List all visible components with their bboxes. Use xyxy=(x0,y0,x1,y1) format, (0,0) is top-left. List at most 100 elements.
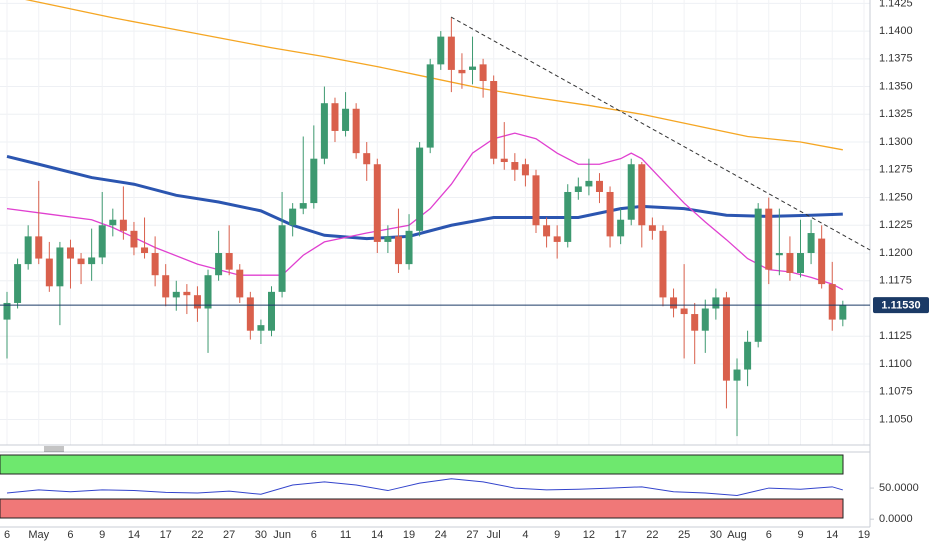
candle-body xyxy=(521,164,529,176)
candle-body xyxy=(246,297,254,331)
trend-line xyxy=(450,16,871,251)
candle-body xyxy=(828,284,836,320)
candle-body xyxy=(839,305,847,320)
candle-body xyxy=(193,295,201,309)
candle-body xyxy=(638,164,646,226)
candle-body xyxy=(320,103,328,159)
x-tick-label: 14 xyxy=(826,529,838,541)
x-tick-label: 4 xyxy=(522,529,528,541)
candle-body xyxy=(299,203,307,209)
candle-body xyxy=(24,236,32,265)
candle-body xyxy=(236,269,244,298)
candle-body xyxy=(151,253,159,276)
candle-body xyxy=(56,247,64,287)
candle-body xyxy=(88,257,96,265)
x-tick-label: May xyxy=(28,529,49,541)
candle-body xyxy=(426,64,434,148)
series-line xyxy=(6,155,843,241)
candle-body xyxy=(744,341,752,370)
candle-body xyxy=(98,225,106,258)
marks-layer xyxy=(0,0,870,497)
candle-body xyxy=(405,230,413,265)
candle-body xyxy=(447,36,455,70)
candle-body xyxy=(77,258,85,265)
x-tick-label: 14 xyxy=(128,529,140,541)
series-line xyxy=(6,478,843,497)
candle-body xyxy=(331,103,339,131)
x-tick-label: 22 xyxy=(191,529,203,541)
candle-body xyxy=(172,291,180,298)
candle-body xyxy=(775,253,783,256)
candle-body xyxy=(722,297,730,381)
candle-body xyxy=(532,175,540,226)
candle-body xyxy=(469,66,477,70)
candle-body xyxy=(363,153,371,165)
y-tick-label: 1.1075 xyxy=(879,386,913,398)
candle-body xyxy=(289,208,297,226)
candle-body xyxy=(458,69,466,74)
x-tick-label: 27 xyxy=(466,529,478,541)
candle-body xyxy=(786,253,794,273)
candle-body xyxy=(479,64,487,82)
candle-body xyxy=(268,291,275,331)
candle-body xyxy=(109,219,117,226)
x-tick-label: 14 xyxy=(371,529,383,541)
candle-body xyxy=(183,291,191,296)
lower-band xyxy=(0,498,844,519)
y-tick-label: 50.0000 xyxy=(879,482,919,494)
candle-body xyxy=(691,314,699,331)
candle-body xyxy=(204,275,212,309)
x-tick-label: 12 xyxy=(583,529,595,541)
candle-body xyxy=(384,236,392,242)
candle-body xyxy=(627,164,635,220)
x-tick-label: 9 xyxy=(797,529,803,541)
candle-body xyxy=(3,302,11,320)
candle-body xyxy=(574,186,582,192)
candle-body xyxy=(342,108,350,131)
x-tick-label: 30 xyxy=(710,529,722,541)
candle-body xyxy=(754,208,762,342)
labels-layer: 1.1425 1.1400 1.1375 1.1350 1.1325 1.1300 1.12… xyxy=(4,0,929,541)
candle-body xyxy=(765,208,773,270)
candle-body xyxy=(14,264,22,303)
y-tick-label: 1.1425 xyxy=(879,0,913,9)
candle-body xyxy=(564,191,572,242)
candle-body xyxy=(733,369,741,381)
candle-body xyxy=(141,247,149,254)
last-price-box xyxy=(873,297,929,314)
candle-body xyxy=(670,297,678,309)
candle-body xyxy=(490,81,498,159)
x-tick-label: 6 xyxy=(311,529,317,541)
candle-body xyxy=(500,158,508,163)
y-tick-label: 1.1175 xyxy=(879,275,912,287)
y-tick-label: 1.1225 xyxy=(879,219,913,231)
candle-body xyxy=(553,236,561,242)
candle-body xyxy=(394,236,402,265)
candle-body xyxy=(373,164,381,242)
candle-body xyxy=(595,180,603,192)
candle-body xyxy=(35,236,43,259)
x-tick-label: 9 xyxy=(99,529,105,541)
y-tick-label: 1.1100 xyxy=(879,358,912,370)
candle-body xyxy=(659,230,667,298)
resize-handle[interactable] xyxy=(44,446,64,452)
candle-body xyxy=(162,275,170,298)
candle-body xyxy=(130,230,138,248)
y-tick-label: 1.1125 xyxy=(879,330,912,342)
candle-body xyxy=(585,180,593,187)
candle-body xyxy=(225,253,233,270)
upper-band xyxy=(0,454,844,475)
candle-body xyxy=(617,219,625,237)
x-tick-label: 6 xyxy=(4,529,10,541)
candle-body xyxy=(701,308,709,331)
y-tick-label: 1.1200 xyxy=(879,247,913,259)
candle-body xyxy=(416,147,424,231)
y-tick-label: 0.0000 xyxy=(879,513,913,525)
x-tick-label: 27 xyxy=(223,529,235,541)
candle-body xyxy=(543,225,551,237)
x-tick-label: 22 xyxy=(646,529,658,541)
candle-body xyxy=(119,219,127,231)
candle-body xyxy=(648,225,656,231)
candle-body xyxy=(215,253,223,276)
